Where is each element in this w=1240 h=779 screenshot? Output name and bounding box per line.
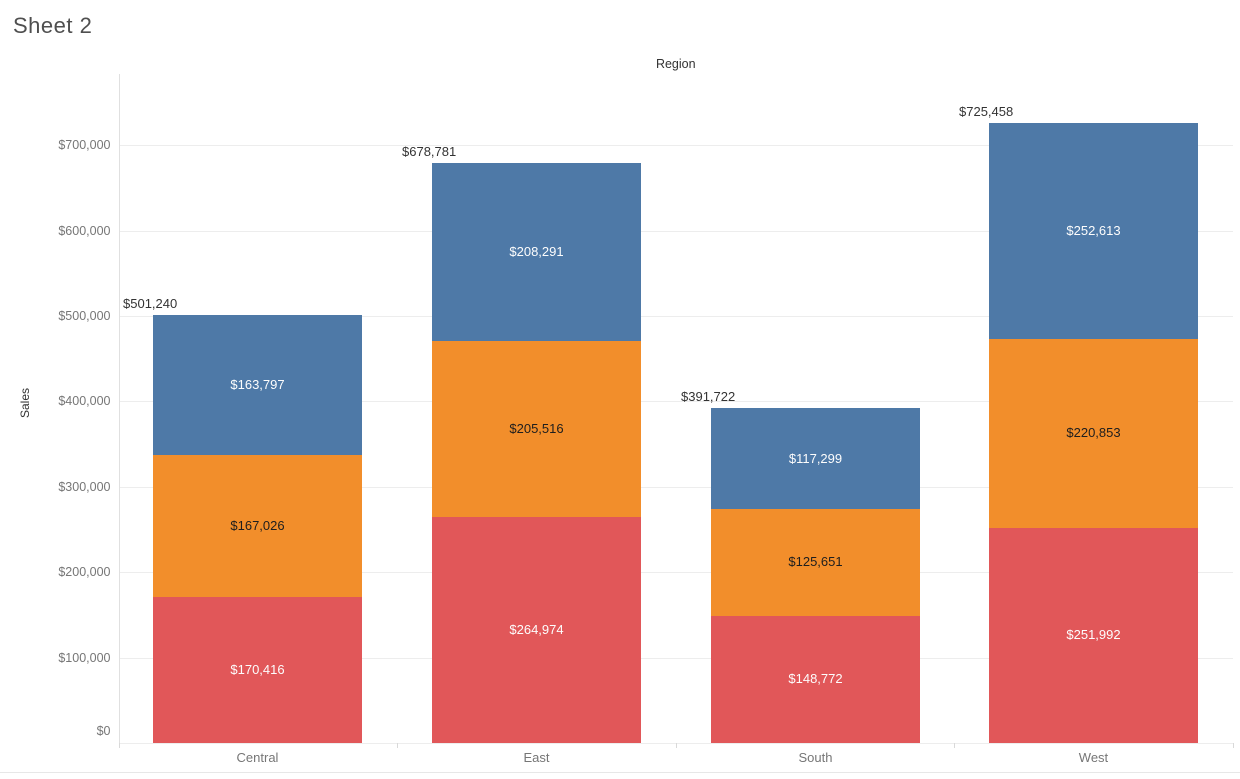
gridline	[119, 486, 1233, 488]
y-axis-title: Sales	[18, 387, 32, 419]
y-tick-label: $500,000	[58, 309, 111, 323]
x-axis-tick	[118, 743, 120, 748]
segment-value-label: $205,516	[509, 420, 564, 436]
gridline	[119, 145, 1233, 147]
y-tick-label: $600,000	[58, 223, 111, 238]
x-axis-tick	[1233, 743, 1234, 748]
segment-value-label: $208,291	[509, 244, 564, 260]
segment-value-label: $148,772	[788, 671, 843, 687]
bar-total-label: $501,240	[123, 295, 178, 311]
segment-value-label: $170,416	[230, 662, 285, 678]
bar-segment-segment-top-blue[interactable]	[989, 123, 1198, 340]
segment-value-label: $252,613	[1066, 223, 1121, 239]
y-tick-label: $0	[96, 724, 111, 738]
x-axis-tick	[954, 743, 956, 748]
y-tick-label: $400,000	[58, 394, 111, 409]
gridline	[119, 657, 1233, 659]
bar-segment-segment-bottom-red[interactable]	[711, 615, 920, 743]
x-axis-tick	[397, 743, 399, 748]
x-category-label: East	[523, 750, 550, 765]
x-axis-tick	[675, 743, 677, 748]
bar-total-label: $678,781	[402, 144, 457, 160]
sheet-title: Sheet 2	[13, 13, 93, 38]
bar-segment-segment-middle-orange[interactable]	[989, 339, 1198, 528]
y-tick-label: $700,000	[58, 138, 111, 153]
x-axis-title: Region	[655, 57, 696, 71]
x-category-label: Central	[236, 750, 279, 765]
bar-segment-segment-middle-orange[interactable]	[153, 454, 362, 598]
bar-segment-segment-bottom-red[interactable]	[989, 527, 1198, 743]
bar-segment-segment-middle-orange[interactable]	[432, 341, 641, 517]
segment-value-label: $264,974	[509, 621, 564, 637]
y-tick-label: $100,000	[58, 650, 111, 665]
segment-value-label: $220,853	[1066, 425, 1121, 441]
bar-total-label: $725,458	[959, 104, 1014, 120]
bar-segment-segment-top-blue[interactable]	[432, 163, 641, 342]
gridline	[119, 401, 1233, 403]
gridline	[119, 572, 1233, 574]
segment-value-label: $167,026	[230, 518, 285, 534]
segment-value-label: $251,992	[1066, 627, 1121, 643]
bar-total-label: $391,722	[681, 389, 736, 405]
bar-segment-segment-top-blue[interactable]	[711, 408, 920, 509]
gridline	[119, 316, 1233, 317]
y-tick-label: $200,000	[58, 565, 111, 580]
bar-segment-segment-bottom-red[interactable]	[432, 516, 641, 743]
y-tick-label: $300,000	[58, 479, 111, 494]
segment-value-label: $125,651	[788, 554, 843, 570]
x-category-label: South	[798, 750, 833, 765]
bar-segment-segment-top-blue[interactable]	[153, 314, 362, 455]
y-axis-line	[118, 74, 120, 743]
x-category-label: West	[1078, 750, 1109, 765]
segment-value-label: $117,299	[788, 450, 843, 466]
bottom-border	[0, 772, 1240, 773]
segment-value-label: $163,797	[230, 376, 285, 392]
bar-segment-segment-bottom-red[interactable]	[153, 597, 362, 743]
bar-segment-segment-middle-orange[interactable]	[711, 508, 920, 616]
gridline	[119, 230, 1233, 232]
